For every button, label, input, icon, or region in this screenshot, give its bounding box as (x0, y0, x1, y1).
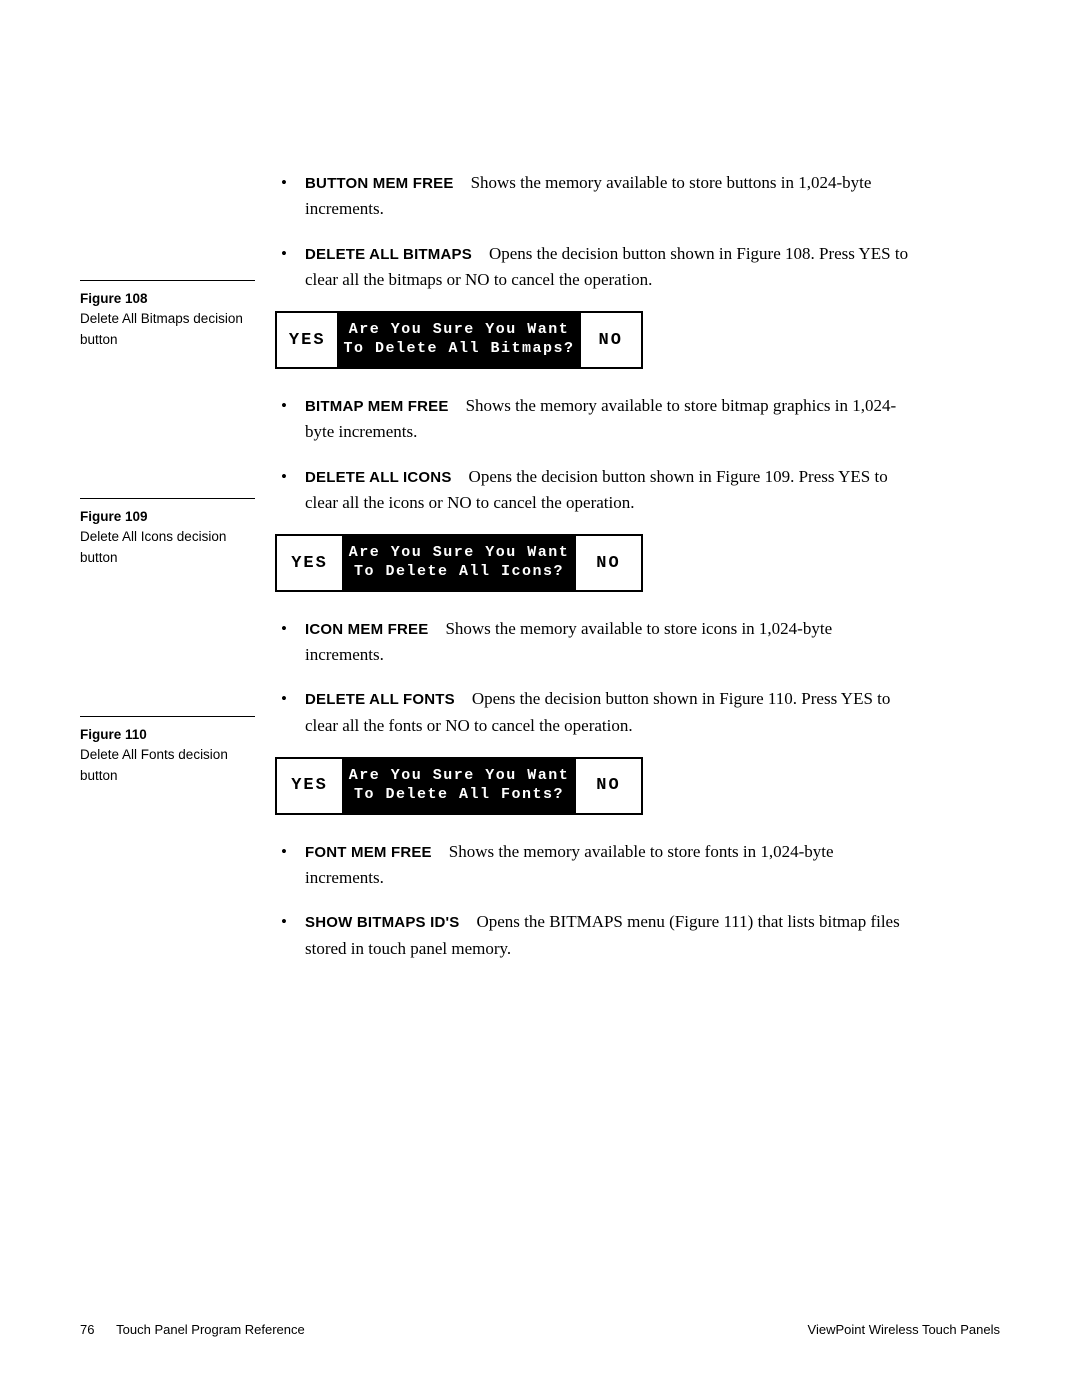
footer-right: ViewPoint Wireless Touch Panels (808, 1322, 1000, 1337)
bullet-term: DELETE ALL BITMAPS (305, 246, 472, 263)
figure-109-caption: Figure 109 Delete All Icons decision but… (80, 498, 255, 568)
bullet-item: DELETE ALL FONTS Opens the decision butt… (305, 686, 915, 739)
figure-109-box: YES Are You Sure You Want To Delete All … (275, 534, 915, 592)
figure-label: Figure 110 (80, 725, 255, 745)
figure-label: Figure 108 (80, 289, 255, 309)
figure-caption-text: Delete All Fonts decision button (80, 745, 255, 786)
bullet-item: BUTTON MEM FREE Shows the memory availab… (305, 170, 915, 223)
bullet-term: SHOW BITMAPS ID'S (305, 914, 459, 931)
figure-caption-text: Delete All Bitmaps decision button (80, 309, 255, 350)
bullet-term: DELETE ALL FONTS (305, 691, 455, 708)
decision-message: Are You Sure You Want To Delete All Font… (342, 759, 576, 813)
bullet-item: DELETE ALL ICONS Opens the decision butt… (305, 464, 915, 517)
page-number: 76 (80, 1322, 94, 1337)
bullet-block-4: FONT MEM FREE Shows the memory available… (275, 839, 915, 962)
no-button[interactable]: NO (576, 759, 641, 813)
decision-message: Are You Sure You Want To Delete All Icon… (342, 536, 576, 590)
yes-button[interactable]: YES (277, 536, 342, 590)
page-footer: 76 Touch Panel Program Reference ViewPoi… (80, 1322, 1000, 1337)
footer-left: 76 Touch Panel Program Reference (80, 1322, 305, 1337)
figure-label: Figure 109 (80, 507, 255, 527)
bullet-item: SHOW BITMAPS ID'S Opens the BITMAPS menu… (305, 909, 915, 962)
bullet-term: DELETE ALL ICONS (305, 469, 452, 486)
no-button[interactable]: NO (576, 536, 641, 590)
bullet-item: DELETE ALL BITMAPS Opens the decision bu… (305, 241, 915, 294)
yes-button[interactable]: YES (277, 313, 337, 367)
bullet-item: BITMAP MEM FREE Shows the memory availab… (305, 393, 915, 446)
bullet-item: FONT MEM FREE Shows the memory available… (305, 839, 915, 892)
bullet-term: ICON MEM FREE (305, 621, 428, 638)
yes-button[interactable]: YES (277, 759, 342, 813)
figure-110-caption: Figure 110 Delete All Fonts decision but… (80, 716, 255, 786)
decision-message: Are You Sure You Want To Delete All Bitm… (337, 313, 580, 367)
figure-110-box: YES Are You Sure You Want To Delete All … (275, 757, 915, 815)
bullet-block-3: ICON MEM FREE Shows the memory available… (275, 616, 915, 739)
no-button[interactable]: NO (581, 313, 641, 367)
figure-108-caption: Figure 108 Delete All Bitmaps decision b… (80, 280, 255, 350)
decision-box: YES Are You Sure You Want To Delete All … (275, 311, 643, 369)
bullet-term: BUTTON MEM FREE (305, 175, 454, 192)
decision-box: YES Are You Sure You Want To Delete All … (275, 757, 643, 815)
bullet-block-2: BITMAP MEM FREE Shows the memory availab… (275, 393, 915, 516)
bullet-term: FONT MEM FREE (305, 844, 432, 861)
bullet-term: BITMAP MEM FREE (305, 398, 449, 415)
footer-section: Touch Panel Program Reference (116, 1322, 305, 1337)
bullet-block-1: BUTTON MEM FREE Shows the memory availab… (275, 170, 915, 293)
bullet-item: ICON MEM FREE Shows the memory available… (305, 616, 915, 669)
decision-box: YES Are You Sure You Want To Delete All … (275, 534, 643, 592)
figure-108-box: YES Are You Sure You Want To Delete All … (275, 311, 915, 369)
figure-caption-text: Delete All Icons decision button (80, 527, 255, 568)
